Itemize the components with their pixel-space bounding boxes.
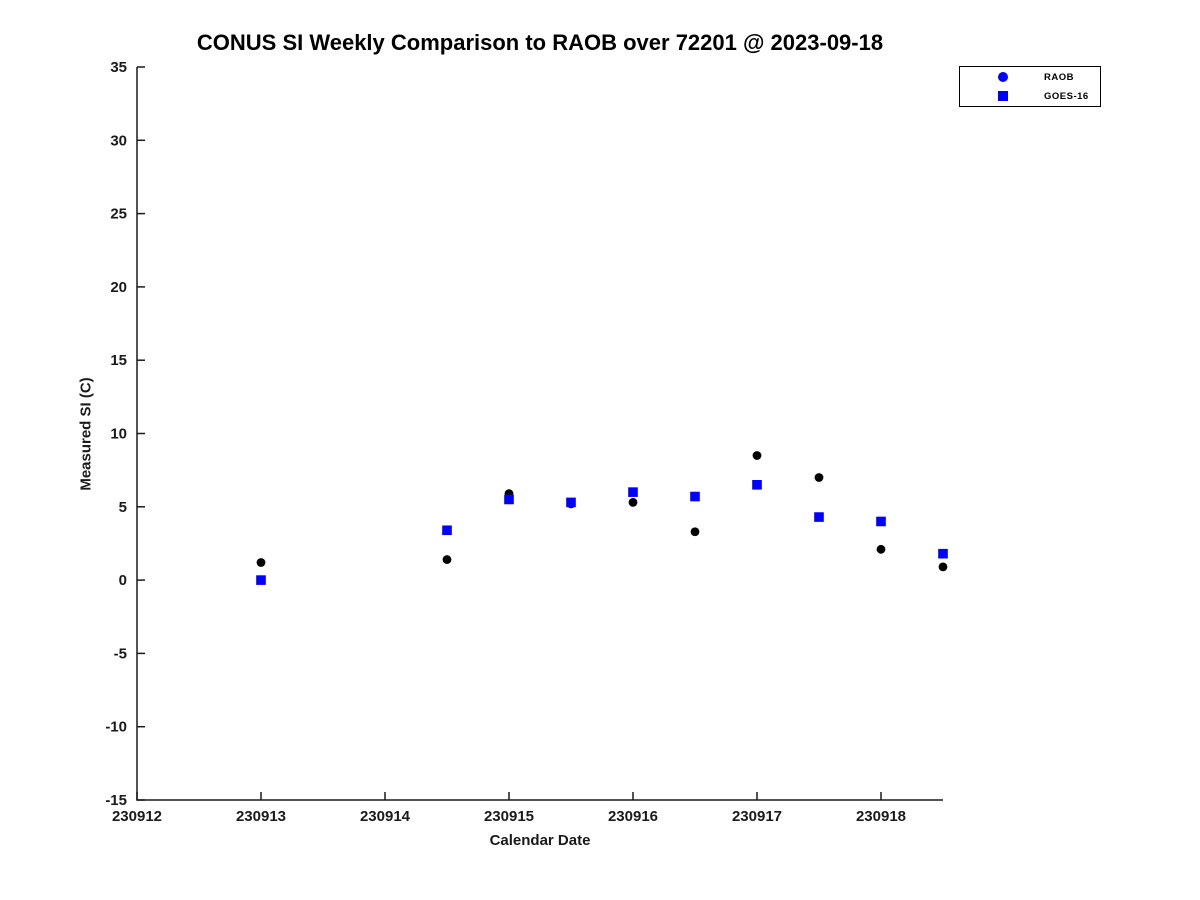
data-point-goes-16 [256, 575, 266, 585]
data-point-goes-16 [628, 487, 638, 497]
data-point-raob [628, 498, 638, 507]
legend-label-raob: RAOB [1044, 71, 1074, 83]
data-point-goes-16 [752, 480, 762, 490]
data-point-goes-16 [504, 494, 514, 505]
data-point-raob [256, 558, 266, 567]
data-point-raob [938, 562, 948, 572]
legend-label-goes-16: GOES-16 [1044, 90, 1089, 102]
legend: RAOB GOES-16 [959, 66, 1101, 107]
x-tick-label: 230913 [236, 808, 286, 825]
y-tick-label: 10 [110, 426, 127, 443]
data-point-raob [752, 451, 762, 460]
y-tick-label: 20 [110, 279, 127, 296]
data-point-goes-16 [814, 512, 824, 522]
x-axis-label: Calendar Date [489, 832, 591, 849]
legend-item-goes-16: GOES-16 [960, 88, 1100, 105]
data-point-goes-16 [690, 491, 700, 502]
x-tick-label: 230915 [484, 808, 534, 825]
data-point-raob [814, 473, 824, 482]
y-tick-label: 30 [110, 132, 127, 149]
y-tick-label: 25 [110, 206, 127, 223]
axes-lines [136, 67, 943, 801]
y-tick-label: 5 [119, 499, 127, 516]
y-tick-label: 0 [119, 572, 127, 589]
y-tick-label: -15 [105, 792, 127, 809]
data-point-raob [690, 527, 700, 537]
data-point-goes-16 [442, 525, 452, 536]
legend-square-marker-icon [998, 91, 1008, 101]
legend-item-raob: RAOB [960, 69, 1100, 86]
y-tick-label: 15 [110, 352, 127, 369]
x-tick-label: 230916 [608, 808, 658, 825]
y-tick-label: 35 [110, 59, 127, 76]
x-tick-label: 230918 [856, 808, 906, 825]
data-point-goes-16 [876, 516, 886, 527]
data-point-raob [876, 544, 886, 554]
legend-circle-marker-icon [998, 72, 1008, 82]
x-tick-label: 230912 [112, 808, 162, 825]
y-tick-label: -10 [105, 719, 127, 736]
x-tick-label: 230914 [360, 808, 411, 825]
data-point-raob [442, 555, 452, 564]
x-tick-label: 230917 [732, 808, 782, 825]
data-point-goes-16 [566, 497, 576, 508]
data-point-goes-16 [938, 548, 948, 559]
chart-title: CONUS SI Weekly Comparison to RAOB over … [196, 30, 884, 55]
y-axis-label: Measured SI (C) [77, 377, 95, 491]
y-tick-label: -5 [114, 645, 127, 662]
